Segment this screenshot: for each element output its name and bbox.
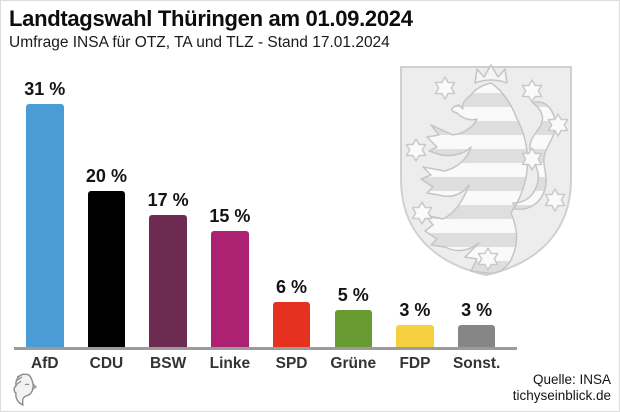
bar-bsw [149, 214, 187, 349]
source-label: Quelle: INSA [532, 372, 611, 387]
bar-grne [334, 309, 372, 349]
bar-spd [272, 301, 311, 349]
bar-category-label: SPD [275, 355, 308, 372]
bar-group-bsw: 17 % BSW [147, 1, 189, 411]
bar-sonst [457, 325, 496, 349]
bar-value-label: 6 % [276, 276, 308, 297]
bar-group-cdu: 20 % CDU [85, 1, 127, 411]
bar-category-label: FDP [399, 355, 431, 372]
bar-afd [26, 104, 64, 349]
thueringen-coat-of-arms [400, 64, 572, 277]
bar-category-label: Grüne [330, 355, 377, 372]
bar-value-label: 5 % [337, 284, 369, 305]
bar-value-label: 3 % [461, 300, 493, 321]
bar-linke [211, 230, 249, 349]
bar-category-label: AfD [30, 355, 59, 372]
bar-group-fdp: 3 % FDP [396, 1, 434, 411]
bar-fdp [396, 325, 434, 349]
bar-group-afd: 31 % AfD [24, 1, 66, 411]
source-credit: Quelle: INSA tichyseinblick.de [513, 372, 611, 404]
bar-value-label: 15 % [209, 205, 251, 226]
bar-cdu [87, 191, 126, 349]
bar-category-label: CDU [89, 355, 124, 372]
bar-value-label: 31 % [24, 79, 66, 100]
bar-value-label: 3 % [399, 300, 431, 321]
bar-group-grne: 5 % Grüne [330, 1, 376, 411]
bar-category-label: BSW [150, 355, 187, 372]
tichyseinblick-head-logo [13, 373, 37, 406]
bar-category-label: Linke [209, 355, 251, 372]
site-label: tichyseinblick.de [512, 388, 611, 403]
bar-value-label: 20 % [85, 166, 127, 186]
bar-group-spd: 6 % SPD [272, 1, 311, 411]
bar-value-label: 17 % [147, 189, 189, 210]
bar-group-linke: 15 % Linke [209, 1, 251, 411]
bar-category-label: Sonst. [452, 355, 501, 372]
bar-group-sonst: 3 % Sonst. [453, 1, 500, 411]
x-axis-line [14, 347, 517, 350]
page-title: Landtagswahl Thüringen am 01.09.2024 [9, 6, 413, 31]
page-subtitle: Umfrage INSA für OTZ, TA und TLZ - Stand… [9, 34, 390, 51]
